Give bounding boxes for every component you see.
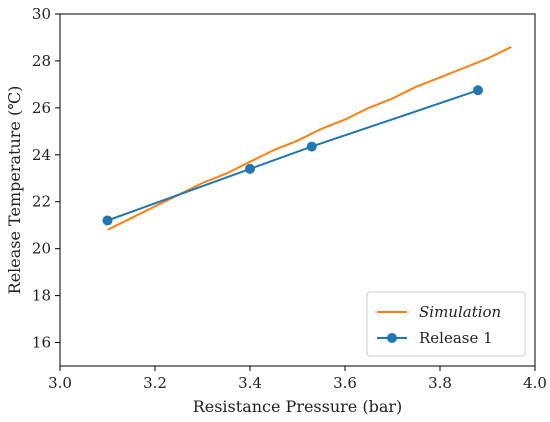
y-tick-label: 16 bbox=[32, 334, 51, 352]
legend-label-release-1: Release 1 bbox=[419, 329, 493, 347]
data-point-release-1 bbox=[245, 163, 255, 174]
plot-frame bbox=[59, 13, 536, 367]
legend-box bbox=[366, 291, 526, 357]
y-axis-label: Release Temperature (℃) bbox=[5, 86, 24, 295]
y-tick-label: 18 bbox=[32, 287, 51, 305]
x-axis-ticks: 3.0 3.2 3.4 3.6 3.8 4.0 bbox=[48, 366, 547, 392]
x-tick-label: 3.8 bbox=[428, 374, 452, 392]
legend: Simulation Release 1 bbox=[366, 291, 526, 357]
y-axis-ticks: 16 18 20 22 24 26 28 30 bbox=[32, 5, 60, 352]
x-axis-label: Resistance Pressure (bar) bbox=[193, 397, 403, 416]
y-tick-label: 20 bbox=[32, 240, 51, 258]
legend-label-simulation: Simulation bbox=[419, 303, 501, 321]
x-tick-label: 3.4 bbox=[238, 374, 262, 392]
x-tick-label: 3.0 bbox=[48, 374, 72, 392]
data-point-release-1 bbox=[473, 85, 483, 96]
series-layer bbox=[102, 46, 512, 231]
x-tick-label: 4.0 bbox=[523, 374, 547, 392]
x-tick-label: 3.6 bbox=[333, 374, 357, 392]
y-tick-label: 28 bbox=[32, 52, 51, 70]
y-tick-label: 30 bbox=[32, 5, 51, 23]
series-line-simulation bbox=[107, 46, 512, 231]
legend-marker-release-1 bbox=[387, 333, 397, 343]
x-tick-label: 3.2 bbox=[143, 374, 167, 392]
y-tick-label: 24 bbox=[32, 146, 51, 164]
y-tick-label: 22 bbox=[32, 193, 51, 211]
data-point-release-1 bbox=[306, 141, 317, 152]
y-tick-label: 26 bbox=[32, 99, 51, 117]
series-line-release-1 bbox=[107, 89, 479, 222]
data-point-release-1 bbox=[102, 215, 113, 226]
